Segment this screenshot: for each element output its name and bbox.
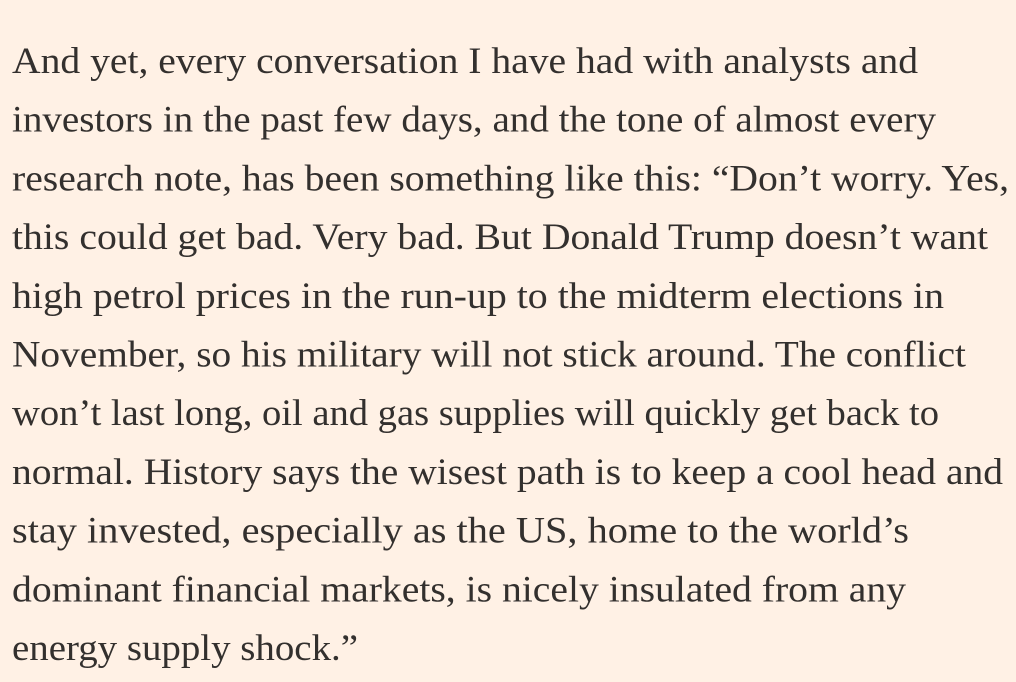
paragraph-line: high petrol prices in the run-up to the … — [12, 276, 944, 317]
paragraph-line: dominant financial markets, is nicely in… — [12, 569, 907, 610]
paragraph-line: normal. History says the wisest path is … — [12, 452, 1004, 493]
paragraph-line: stay invested, especially as the US, hom… — [12, 511, 909, 552]
paragraph: And yet, every conversation I have had w… — [12, 41, 1009, 669]
paragraph-line: And yet, every conversation I have had w… — [12, 41, 919, 82]
paragraph-line: research note, has been something like t… — [12, 158, 1009, 199]
paragraph-line: investors in the past few days, and the … — [12, 100, 937, 141]
paragraph-line: this could get bad. Very bad. But Donald… — [12, 217, 989, 258]
paragraph-line: November, so his military will not stick… — [12, 335, 967, 376]
paragraph-line: energy supply shock.” — [12, 628, 358, 669]
paragraph-line: won’t last long, oil and gas supplies wi… — [12, 393, 939, 434]
